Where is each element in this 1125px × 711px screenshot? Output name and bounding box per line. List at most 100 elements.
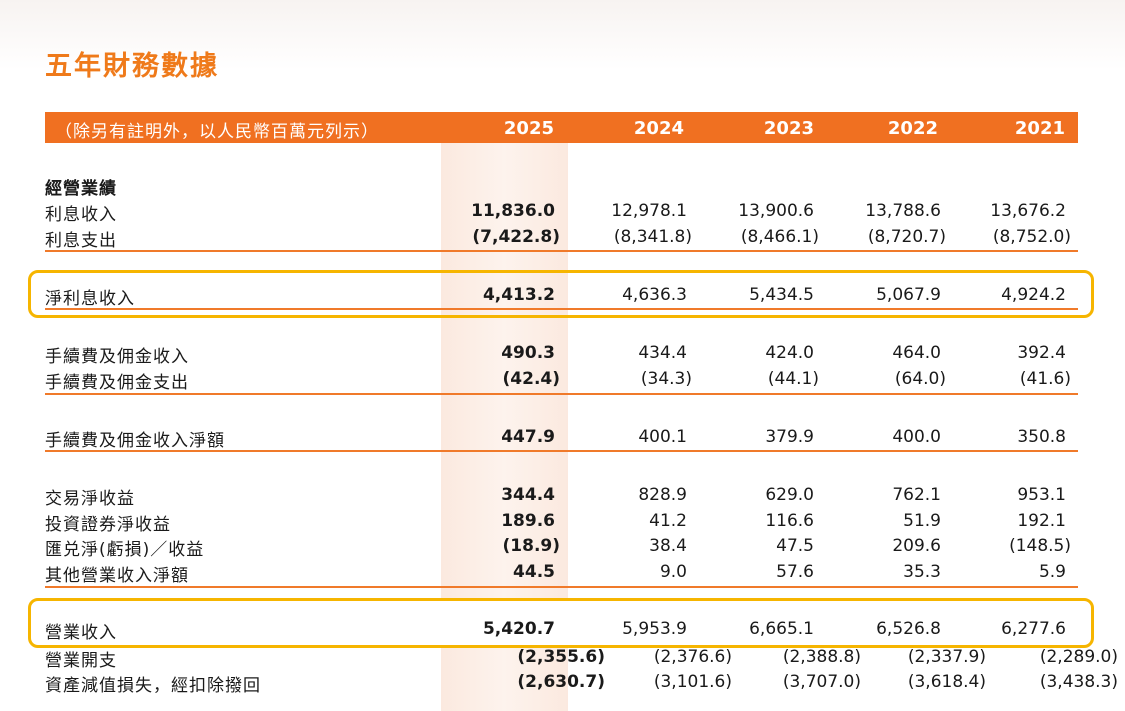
cell-2024: 9.0 [659, 562, 687, 582]
row-label: 營業收入 [45, 623, 117, 643]
cell-2025: 11,836.0 [471, 201, 555, 221]
cell-2025: 344.4 [501, 485, 555, 505]
year-header-2021: 2021 [1014, 118, 1065, 139]
cell-2024: (3,101.6) [653, 672, 732, 692]
cell-2024: (8,341.8) [613, 227, 692, 247]
cell-2025: 490.3 [501, 343, 555, 363]
cell-2023: 6,665.1 [749, 619, 814, 639]
cell-2024: 5,953.9 [622, 619, 687, 639]
cell-2024: 434.4 [638, 343, 687, 363]
cell-2024: 41.2 [649, 511, 687, 531]
row-label: 手續費及佣金收入 [45, 347, 189, 367]
row-label: 投資證券淨收益 [45, 515, 171, 535]
page-title: 五年財務數據 [45, 51, 219, 82]
cell-2025: (2,355.6) [517, 647, 605, 667]
cell-2021: 6,277.6 [1001, 619, 1066, 639]
section-heading: 經營業績 [45, 179, 117, 199]
cell-2021: 5.9 [1038, 562, 1066, 582]
highlight-box-net-interest-income [28, 270, 1094, 318]
table-row: 匯兑淨(虧損)／收益 (18.9) 38.4 47.5 209.6 (148.5… [45, 535, 1078, 561]
unit-caption: （除另有註明外，以人民幣百萬元列示） [55, 122, 379, 142]
row-label: 利息收入 [45, 205, 117, 225]
cell-2024: 4,636.3 [622, 285, 687, 305]
table-row: 手續費及佣金收入淨額 447.9 400.1 379.9 400.0 350.8 [45, 426, 1078, 452]
row-label: 手續費及佣金收入淨額 [45, 431, 225, 451]
cell-2025: 5,420.7 [482, 619, 555, 639]
cell-2024: 38.4 [649, 536, 687, 556]
row-divider [45, 308, 1078, 310]
table-header: （除另有註明外，以人民幣百萬元列示） 2025 2024 2023 2022 2… [45, 112, 1078, 143]
cell-2022: (8,720.7) [867, 227, 946, 247]
table-row: 資產減值損失，經扣除撥回 (2,630.7) (3,101.6) (3,707.… [45, 671, 1118, 697]
cell-2022: 464.0 [892, 343, 941, 363]
row-divider [45, 586, 1078, 588]
cell-2022: (3,618.4) [907, 672, 986, 692]
year-header-2023: 2023 [763, 118, 814, 139]
cell-2023: 13,900.6 [738, 201, 814, 221]
cell-2023: 57.6 [776, 562, 814, 582]
table-row: 利息收入 11,836.0 12,978.1 13,900.6 13,788.6… [45, 200, 1078, 226]
cell-2022: 13,788.6 [865, 201, 941, 221]
row-divider [45, 450, 1078, 452]
cell-2022: 209.6 [892, 536, 941, 556]
cell-2024: 400.1 [638, 427, 687, 447]
cell-2023: (44.1) [767, 369, 819, 389]
row-label: 交易淨收益 [45, 489, 135, 509]
cell-2024: 828.9 [638, 485, 687, 505]
cell-2023: 379.9 [765, 427, 814, 447]
cell-2023: (8,466.1) [740, 227, 819, 247]
year-header-2024: 2024 [633, 118, 684, 139]
cell-2022: 6,526.8 [876, 619, 941, 639]
cell-2022: 35.3 [903, 562, 941, 582]
table-row: 交易淨收益 344.4 828.9 629.0 762.1 953.1 [45, 484, 1078, 510]
cell-2021: 4,924.2 [1001, 285, 1066, 305]
row-divider [45, 393, 1078, 395]
cell-2022: (64.0) [894, 369, 946, 389]
cell-2021: (41.6) [1019, 369, 1071, 389]
row-label: 利息支出 [45, 231, 117, 251]
cell-2022: 5,067.9 [876, 285, 941, 305]
table-row: 淨利息收入 4,413.2 4,636.3 5,434.5 5,067.9 4,… [45, 284, 1078, 310]
cell-2025: 4,413.2 [482, 285, 555, 305]
cell-2023: 629.0 [765, 485, 814, 505]
cell-2021: (148.5) [1009, 536, 1071, 556]
cell-2021: (3,438.3) [1039, 672, 1118, 692]
row-label: 淨利息收入 [45, 289, 135, 309]
cell-2025: (18.9) [502, 536, 560, 556]
year-header-2022: 2022 [887, 118, 938, 139]
cell-2021: (2,289.0) [1039, 647, 1118, 667]
cell-2025: (7,422.8) [472, 227, 560, 247]
cell-2023: 116.6 [765, 511, 814, 531]
cell-2024: 12,978.1 [611, 201, 687, 221]
table-row: 利息支出 (7,422.8) (8,341.8) (8,466.1) (8,72… [45, 226, 1078, 252]
cell-2021: 192.1 [1017, 511, 1066, 531]
table-row: 投資證券淨收益 189.6 41.2 116.6 51.9 192.1 [45, 510, 1078, 536]
cell-2021: 13,676.2 [990, 201, 1066, 221]
cell-2022: 762.1 [892, 485, 941, 505]
cell-2025: (42.4) [502, 369, 560, 389]
cell-2023: 424.0 [765, 343, 814, 363]
table-row: 其他營業收入淨額 44.5 9.0 57.6 35.3 5.9 [45, 561, 1078, 587]
cell-2023: (3,707.0) [782, 672, 861, 692]
row-label: 手續費及佣金支出 [45, 373, 189, 393]
row-label: 資產減值損失，經扣除撥回 [45, 676, 261, 696]
cell-2025: 189.6 [501, 511, 555, 531]
cell-2025: (2,630.7) [517, 672, 605, 692]
row-divider [45, 250, 1078, 252]
year-header-2025: 2025 [503, 118, 554, 139]
row-label: 匯兑淨(虧損)／收益 [45, 540, 205, 560]
cell-2022: (2,337.9) [907, 647, 986, 667]
cell-2023: (2,388.8) [782, 647, 861, 667]
cell-2024: (34.3) [640, 369, 692, 389]
cell-2021: 392.4 [1017, 343, 1066, 363]
table-row-overlay: 營業收入 5,420.7 5,953.9 6,665.1 6,526.8 6,2… [45, 618, 1078, 644]
table-row: 手續費及佣金收入 490.3 434.4 424.0 464.0 392.4 [45, 342, 1078, 368]
row-label: 其他營業收入淨額 [45, 566, 189, 586]
cell-2022: 400.0 [892, 427, 941, 447]
cell-2025: 447.9 [501, 427, 555, 447]
cell-2022: 51.9 [903, 511, 941, 531]
cell-2023: 47.5 [776, 536, 814, 556]
cell-2021: 953.1 [1017, 485, 1066, 505]
cell-2021: (8,752.0) [992, 227, 1071, 247]
cell-2025: 44.5 [513, 562, 555, 582]
